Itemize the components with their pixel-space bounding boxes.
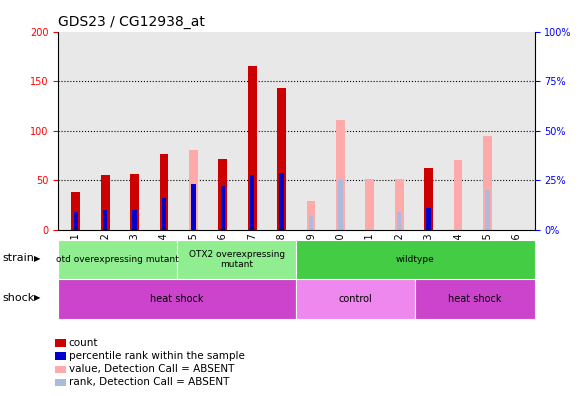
Bar	[189, 150, 198, 230]
Bar	[424, 168, 433, 230]
Text: wildtype: wildtype	[396, 255, 435, 264]
Bar	[191, 184, 196, 230]
Text: rank, Detection Call = ABSENT: rank, Detection Call = ABSENT	[69, 377, 229, 387]
Bar	[338, 180, 343, 230]
Bar	[279, 173, 284, 230]
Text: shock: shock	[3, 293, 35, 303]
Text: ▶: ▶	[34, 254, 40, 263]
Text: percentile rank within the sample: percentile rank within the sample	[69, 350, 245, 361]
Bar	[309, 216, 313, 230]
Bar	[336, 120, 345, 230]
Bar	[132, 210, 137, 230]
Bar	[74, 212, 78, 230]
Bar	[485, 190, 490, 230]
Bar	[395, 179, 404, 230]
Bar	[454, 160, 462, 230]
Text: control: control	[339, 294, 373, 304]
Bar	[483, 135, 492, 230]
Bar	[130, 174, 139, 230]
Text: value, Detection Call = ABSENT: value, Detection Call = ABSENT	[69, 364, 234, 374]
Text: heat shock: heat shock	[150, 294, 204, 304]
Bar	[218, 159, 227, 230]
Bar	[296, 240, 535, 279]
Bar	[415, 279, 535, 319]
Text: GDS23 / CG12938_at: GDS23 / CG12938_at	[58, 15, 205, 29]
Bar	[426, 208, 431, 230]
Bar	[160, 154, 168, 230]
Text: count: count	[69, 337, 98, 348]
Bar	[103, 210, 107, 230]
Bar	[397, 212, 401, 230]
Text: otd overexpressing mutant: otd overexpressing mutant	[56, 255, 179, 264]
Bar	[71, 192, 80, 230]
Bar	[277, 88, 286, 230]
Text: OTX2 overexpressing
mutant: OTX2 overexpressing mutant	[189, 250, 285, 269]
Bar	[221, 186, 225, 230]
Bar	[162, 198, 166, 230]
Bar	[58, 279, 296, 319]
Bar	[296, 279, 415, 319]
Text: ▶: ▶	[34, 293, 40, 302]
Bar	[250, 175, 254, 230]
Bar	[365, 179, 374, 230]
Bar	[101, 175, 110, 230]
Bar	[177, 240, 296, 279]
Bar	[307, 201, 315, 230]
Text: heat shock: heat shock	[448, 294, 502, 304]
Bar	[58, 240, 177, 279]
Text: strain: strain	[3, 253, 35, 263]
Bar	[248, 66, 257, 230]
